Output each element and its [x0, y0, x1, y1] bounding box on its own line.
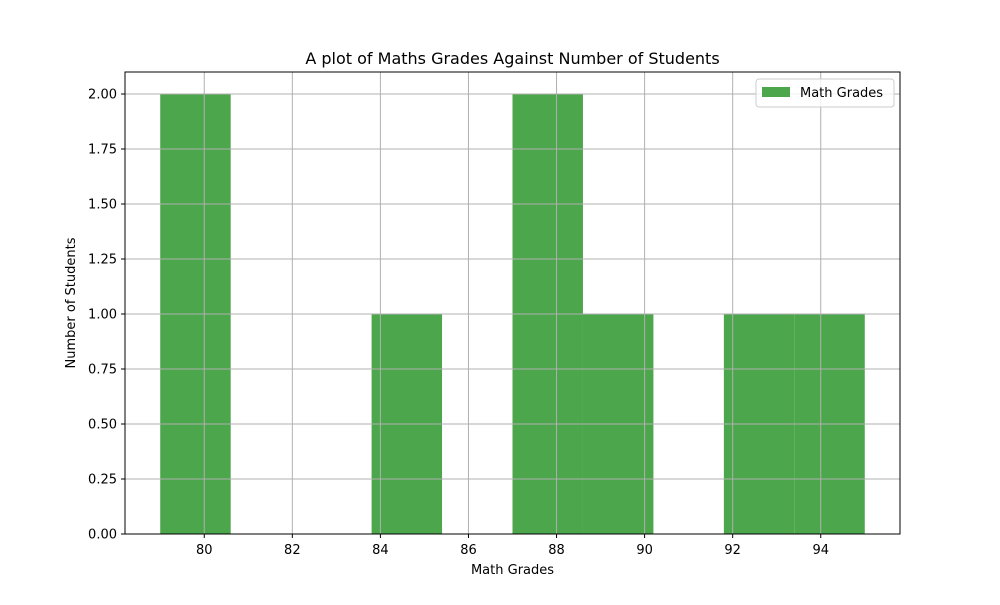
y-tick-label: 2.00	[88, 88, 117, 103]
y-tick-label: 1.75	[88, 143, 117, 158]
x-tick-label: 80	[196, 543, 213, 558]
legend-label: Math Grades	[800, 86, 883, 101]
x-tick-label: 92	[724, 543, 741, 558]
y-tick-label: 1.50	[88, 198, 117, 213]
x-tick-label: 88	[548, 543, 565, 558]
chart-title: A plot of Maths Grades Against Number of…	[305, 49, 719, 68]
y-axis-ticks: 0.00 0.25 0.50 0.75 1.00 1.25 1.50 1.75 2.00	[88, 88, 125, 543]
y-tick-label: 0.25	[88, 473, 117, 488]
x-axis-label: Math Grades	[471, 563, 554, 578]
legend-box	[755, 78, 895, 108]
x-tick-label: 86	[460, 543, 477, 558]
x-axis-ticks: 80 82 84 86 88 90 92 94	[196, 534, 829, 558]
y-tick-label: 0.50	[88, 418, 117, 433]
x-tick-label: 84	[372, 543, 389, 558]
axes-frame	[124, 71, 901, 535]
y-tick-label: 0.75	[88, 363, 117, 378]
y-tick-label: 1.00	[88, 308, 117, 323]
x-tick-label: 94	[812, 543, 829, 558]
y-tick-label: 0.00	[88, 528, 117, 543]
x-tick-label: 82	[284, 543, 301, 558]
legend: Math Grades	[755, 78, 895, 108]
x-tick-label: 90	[636, 543, 653, 558]
y-tick-label: 1.25	[88, 253, 117, 268]
legend-swatch	[762, 87, 790, 97]
y-axis-label: Number of Students	[64, 237, 79, 368]
